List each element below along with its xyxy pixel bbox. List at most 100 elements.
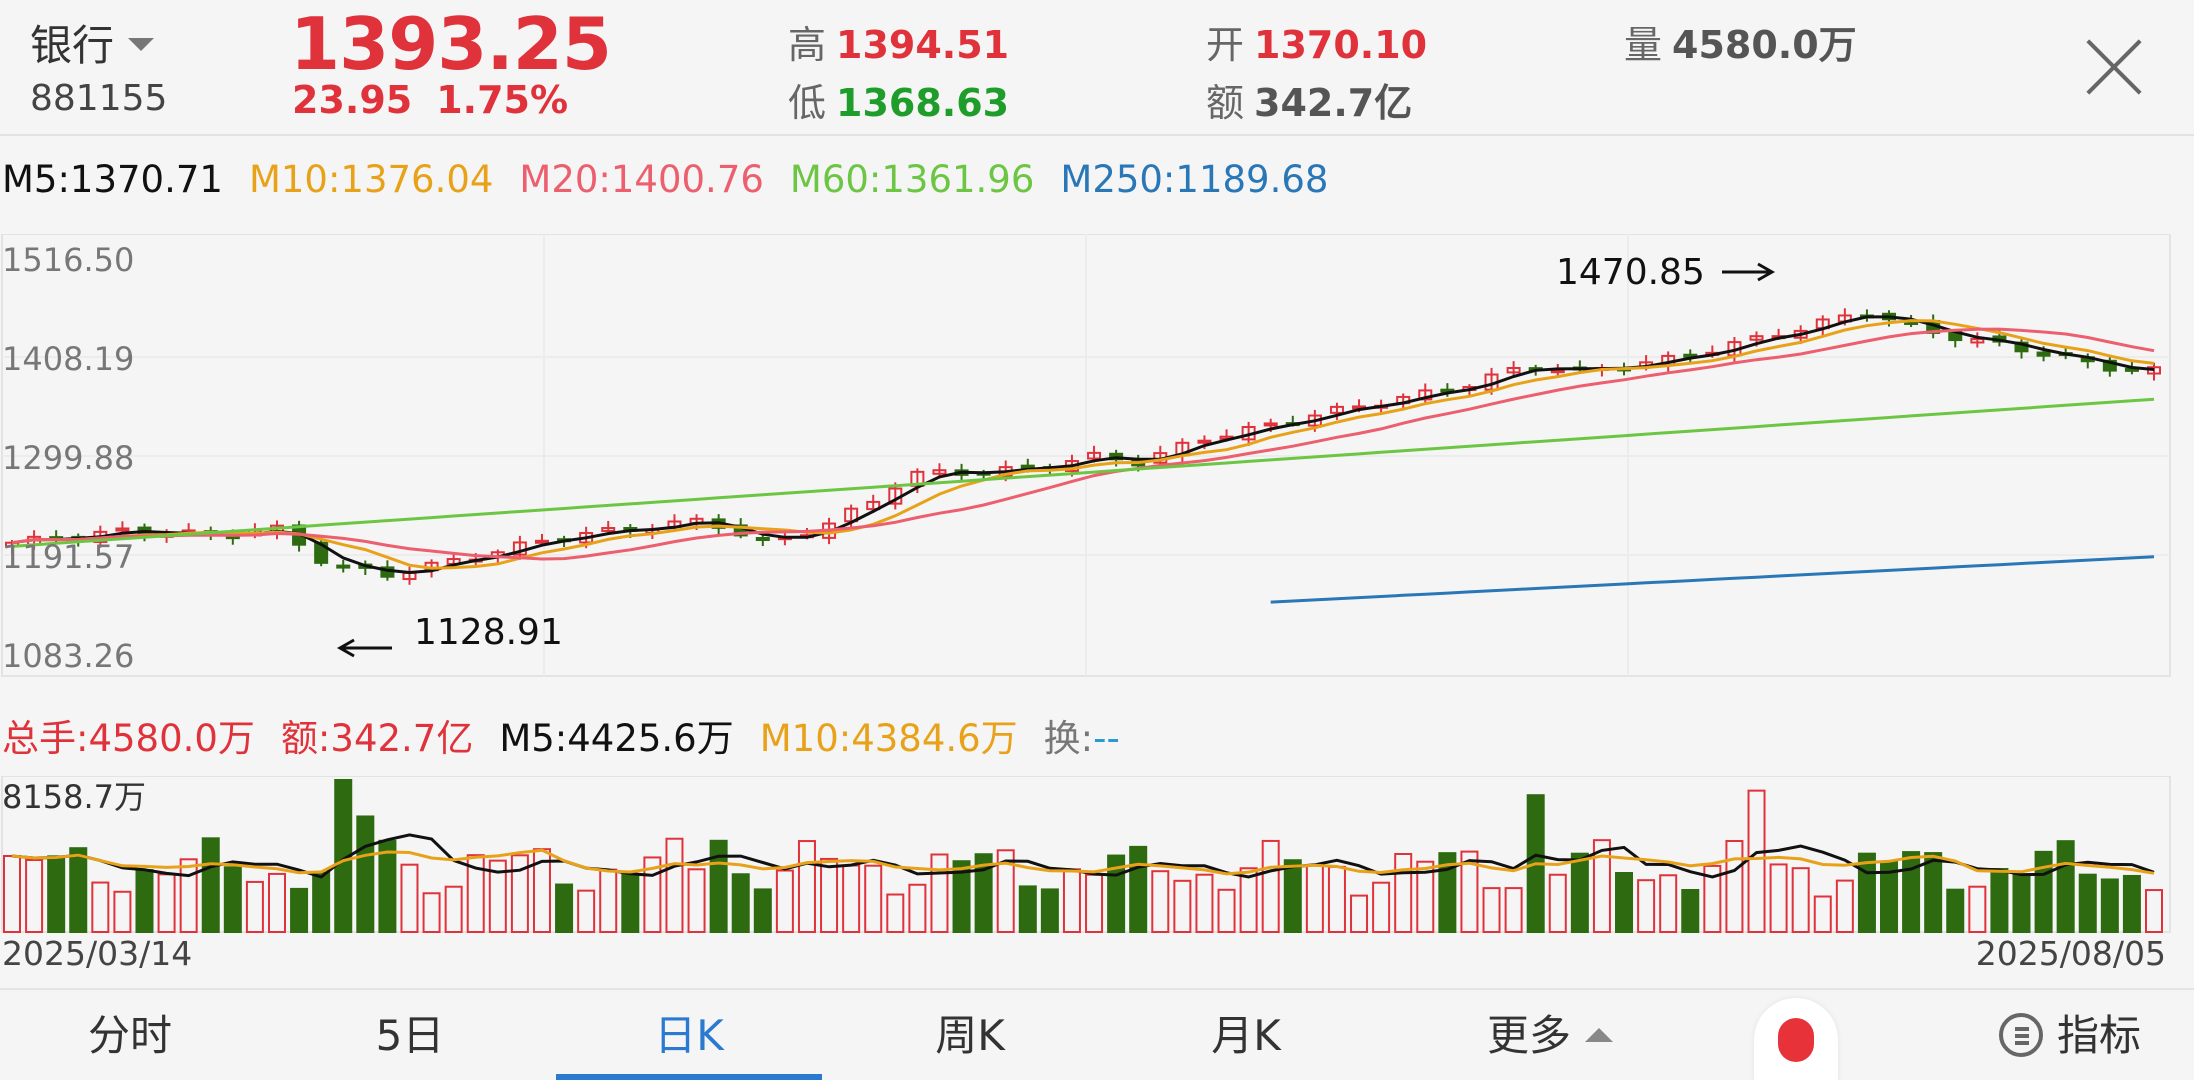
tab-daily-k[interactable]: 日K <box>556 990 822 1080</box>
volume-bar <box>1438 852 1457 933</box>
volume-bar <box>356 815 375 933</box>
vol-amount-legend: 额:342.7亿 <box>280 717 474 760</box>
ma60-legend: M60:1361.96 <box>789 158 1035 201</box>
volume-bar <box>1857 852 1876 933</box>
volume-bar <box>267 872 286 933</box>
sector-selector[interactable]: 银行 <box>30 12 155 73</box>
candle-body <box>1970 338 1985 344</box>
y-tick-label: 1191.57 <box>2 538 134 576</box>
ma250-line <box>1270 555 2155 604</box>
ma20-legend: M20:1400.76 <box>519 158 764 201</box>
volume-bar <box>1018 885 1037 933</box>
volume-bar <box>1570 852 1589 933</box>
volume-bar <box>1261 839 1280 933</box>
record-button[interactable] <box>1754 998 1838 1080</box>
volume-bar <box>179 858 198 933</box>
candle-body <box>1749 335 1764 341</box>
volume-bar <box>643 856 662 933</box>
tab-5day-label: 5日 <box>375 1011 445 1060</box>
tab-monthly-k[interactable]: 月K <box>1156 990 1336 1080</box>
volume-bar <box>930 853 949 933</box>
vol-ma10-line <box>11 848 2155 876</box>
volume-bar <box>797 840 816 933</box>
volume-bar <box>577 889 596 933</box>
tab-intraday-label: 分时 <box>87 1011 172 1060</box>
candle-body <box>2036 351 2051 357</box>
volume-bar <box>2078 873 2097 933</box>
volume-bar <box>1791 867 1810 933</box>
volume-bar <box>1173 879 1192 934</box>
volume-bar <box>312 871 331 933</box>
volume-bar <box>2145 889 2163 933</box>
volume-bar <box>1129 845 1148 933</box>
volume-bar <box>621 873 640 933</box>
open-stat: 开 1370.10 <box>1206 14 1427 69</box>
volume-bar <box>974 853 993 933</box>
volume-chart[interactable]: 8158.7万 <box>0 775 2194 936</box>
ma5-line <box>11 315 2155 575</box>
tab-weekly-k-label: 周K <box>935 1011 1005 1060</box>
candle-body <box>336 564 351 569</box>
chevron-down-icon <box>128 38 155 51</box>
candle-body <box>866 500 881 511</box>
volume-bar <box>555 883 574 934</box>
volume-bars <box>3 779 2163 934</box>
volume-bar <box>775 869 794 933</box>
volume-bar <box>223 866 242 933</box>
high-value: 1394.51 <box>836 23 1010 67</box>
volume-bar <box>1659 874 1678 934</box>
volume-label: 量 <box>1624 23 1663 67</box>
volume-bar <box>378 839 397 933</box>
ma10-legend: M10:1376.04 <box>248 158 494 201</box>
volume-bar <box>1040 888 1059 934</box>
candle-body <box>1506 367 1521 374</box>
indicator-label: 指标 <box>2056 1011 2141 1060</box>
volume-bar <box>820 857 839 933</box>
tab-intraday[interactable]: 分时 <box>40 990 220 1080</box>
tab-weekly-k[interactable]: 周K <box>880 990 1060 1080</box>
min-arrow-head <box>336 638 355 658</box>
volume-bar <box>1504 887 1523 934</box>
tab-more[interactable]: 更多 <box>1430 990 1670 1080</box>
close-icon[interactable] <box>2082 36 2144 98</box>
volume-bar <box>952 860 971 933</box>
y-tick-label: 1083.26 <box>2 637 134 675</box>
volume-bar <box>665 837 684 933</box>
volume-bar <box>466 854 485 933</box>
volume-stat: 量 4580.0万 <box>1624 14 1857 69</box>
vol-total-legend: 总手:4580.0万 <box>2 717 255 760</box>
volume-bar <box>1592 839 1611 933</box>
volume-bar <box>1460 850 1479 933</box>
record-icon <box>1778 1018 1814 1062</box>
min-price-annotation: 1128.91 <box>414 612 563 653</box>
volume-bar <box>2056 840 2075 933</box>
candle-body <box>755 537 770 542</box>
max-arrow-head <box>1757 262 1776 282</box>
sector-code: 881155 <box>30 78 168 119</box>
kline-chart[interactable]: 1516.50 1408.19 1299.88 1191.57 1083.26 1470.… <box>0 233 2194 680</box>
volume-bar <box>1239 867 1258 934</box>
candle-body <box>115 527 130 532</box>
volume-bar <box>1394 853 1413 933</box>
max-price-annotation: 1470.85 <box>1556 252 1705 293</box>
volume-bar <box>1548 873 1567 933</box>
y-tick-label: 1408.19 <box>2 340 134 378</box>
volume-bar <box>135 869 154 933</box>
volume-bar <box>290 887 309 933</box>
y-tick-label: 1299.88 <box>2 439 134 477</box>
volume-bar <box>1681 889 1700 933</box>
volume-bar <box>1151 870 1170 933</box>
volume-svg: 8158.7万 <box>1 775 2171 934</box>
indicator-icon <box>1998 1012 2043 1057</box>
vol-ma5-legend: M5:4425.6万 <box>499 717 734 760</box>
indicator-button[interactable]: 指标 <box>1960 990 2180 1080</box>
open-value: 1370.10 <box>1254 23 1428 67</box>
ma60-line <box>11 397 2155 548</box>
volume-bar <box>1968 885 1987 933</box>
volume-bar <box>2122 874 2141 933</box>
volume-bar <box>1217 888 1236 933</box>
ma5-legend: M5:1370.71 <box>2 158 223 201</box>
tab-5day[interactable]: 5日 <box>320 990 500 1080</box>
volume-bar <box>1835 879 1854 933</box>
volume-bar <box>1813 895 1832 933</box>
